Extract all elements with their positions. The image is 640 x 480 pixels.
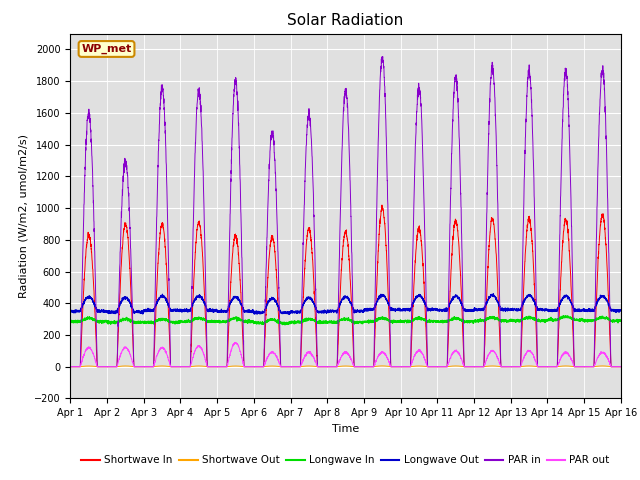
PAR out [325,364,333,370]
Longwave Out [616,308,624,314]
Line: Longwave In: Longwave In [70,316,621,325]
Longwave In [438,318,446,324]
PAR in [379,54,387,60]
Line: Shortwave In: Shortwave In [70,205,621,367]
PAR out [500,364,508,370]
Longwave In [166,318,173,324]
Shortwave Out [378,363,386,369]
Longwave Out [325,309,333,314]
Longwave Out [285,312,293,317]
PAR in [469,364,477,370]
Text: WP_met: WP_met [81,44,132,54]
X-axis label: Time: Time [332,424,359,433]
Title: Solar Radiation: Solar Radiation [287,13,404,28]
Y-axis label: Radiation (W/m2, umol/m2/s): Radiation (W/m2, umol/m2/s) [19,134,29,298]
Shortwave Out [325,364,333,370]
Shortwave In [617,364,625,370]
Longwave Out [67,308,74,313]
Longwave In [616,318,624,324]
Shortwave In [500,364,508,370]
Shortwave Out [469,364,477,370]
Shortwave Out [500,364,508,370]
Longwave In [281,322,289,328]
Line: PAR in: PAR in [70,57,621,367]
Line: Longwave Out: Longwave Out [70,294,621,314]
PAR out [232,339,239,345]
Line: Shortwave Out: Shortwave Out [70,366,621,367]
PAR in [325,364,333,370]
Longwave Out [490,291,497,297]
PAR out [439,364,447,370]
PAR out [276,364,284,370]
Shortwave In [166,332,173,337]
PAR out [616,364,624,370]
PAR in [500,364,508,370]
Shortwave In [67,364,74,370]
PAR out [617,364,625,370]
Shortwave In [325,364,333,370]
Shortwave In [469,364,477,370]
Longwave Out [469,307,477,313]
Shortwave In [616,364,624,370]
Shortwave Out [617,364,625,370]
PAR in [67,364,74,370]
PAR in [616,364,624,370]
Shortwave In [438,364,446,370]
PAR out [67,364,74,370]
PAR out [166,359,173,365]
PAR in [166,301,173,307]
Longwave Out [500,307,508,312]
Longwave In [67,319,74,325]
Legend: Shortwave In, Shortwave Out, Longwave In, Longwave Out, PAR in, PAR out: Shortwave In, Shortwave Out, Longwave In… [77,451,614,469]
Longwave Out [617,307,625,313]
Shortwave Out [616,364,624,370]
Longwave In [325,319,333,325]
Longwave In [564,313,572,319]
Shortwave Out [67,364,74,370]
Longwave Out [166,304,173,310]
Line: PAR out: PAR out [70,342,621,367]
PAR in [438,364,446,370]
Shortwave Out [166,364,173,370]
PAR in [617,364,625,370]
Longwave In [469,319,477,324]
Shortwave Out [438,364,446,370]
Longwave Out [438,307,446,312]
Shortwave In [378,202,386,208]
Longwave In [617,318,625,324]
PAR out [469,364,477,370]
Longwave In [500,318,508,324]
